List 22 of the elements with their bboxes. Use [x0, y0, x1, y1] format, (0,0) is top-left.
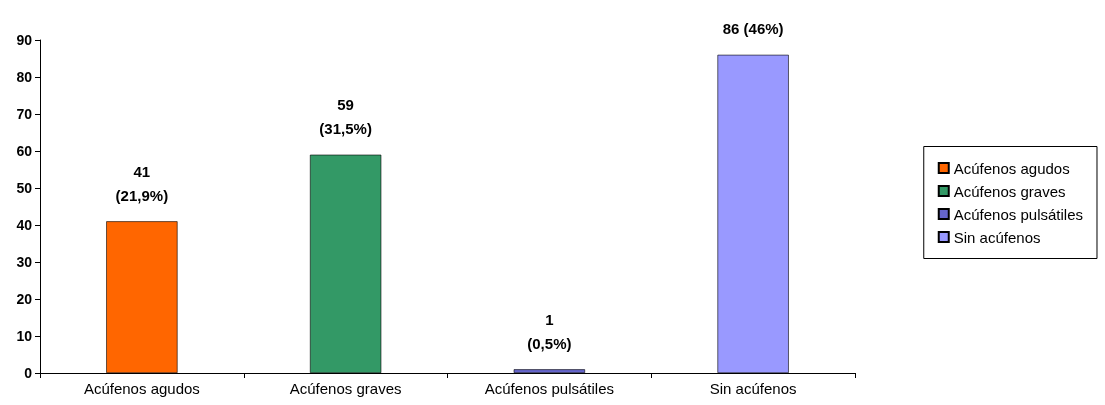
data-label: 86 (46%)	[722, 20, 784, 38]
y-tick-label: 80	[16, 69, 33, 85]
y-tick-label: 20	[16, 291, 33, 307]
y-tick-label: 10	[16, 328, 33, 344]
x-tick-label: Sin acúfenos	[709, 380, 797, 397]
legend-label: Acúfenos pulsátiles	[953, 205, 1084, 223]
legend-label: Acúfenos graves	[953, 182, 1066, 200]
y-tick-label: 30	[16, 254, 33, 270]
data-label: 59 (31,5%)	[319, 96, 372, 138]
x-tick-label: Acúfenos graves	[289, 380, 402, 397]
y-tick-label: 90	[16, 32, 33, 48]
y-tick-label: 50	[16, 180, 33, 196]
y-tick-label: 70	[16, 106, 33, 122]
x-tick-label: Acúfenos agudos	[83, 380, 200, 397]
y-tick-label: 0	[24, 365, 33, 381]
x-tick-label: Acúfenos pulsátiles	[484, 380, 614, 397]
legend-label: Acúfenos agudos	[953, 159, 1070, 177]
data-label: 41 (21,9%)	[115, 162, 169, 204]
data-label: 1 (0,5%)	[527, 310, 572, 352]
y-tick-label: 40	[16, 217, 33, 233]
legend-label: Sin acúfenos	[953, 228, 1041, 246]
y-tick-label: 60	[16, 143, 33, 159]
